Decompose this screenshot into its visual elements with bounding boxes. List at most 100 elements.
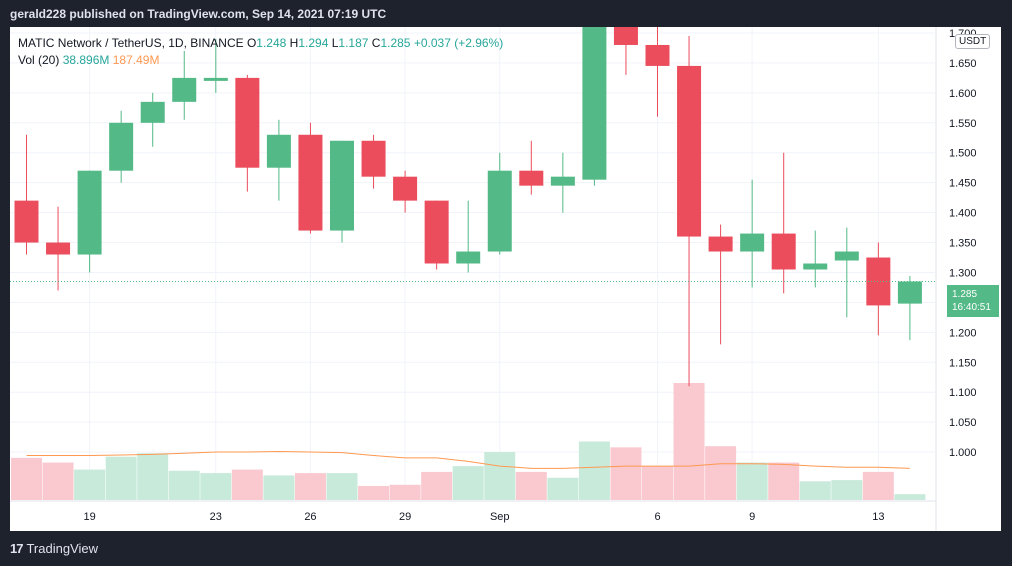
x-tick-label: 13 bbox=[872, 511, 884, 523]
candle-body bbox=[46, 242, 71, 255]
volume-bar bbox=[547, 477, 579, 500]
candle-body bbox=[330, 140, 354, 231]
y-tick-label: 1.350 bbox=[949, 238, 977, 250]
candle-body bbox=[771, 233, 796, 270]
high-value: 1.294 bbox=[298, 36, 329, 50]
close-value: 1.285 bbox=[380, 36, 411, 50]
x-tick-label: 23 bbox=[210, 511, 222, 523]
y-tick-label: 1.100 bbox=[949, 387, 977, 399]
y-tick-label: 1.450 bbox=[949, 178, 977, 190]
volume-bar bbox=[452, 466, 484, 500]
volume-ma-value: 187.49M bbox=[112, 53, 160, 67]
tradingview-logo-icon: 17 bbox=[10, 541, 24, 556]
candle-body bbox=[109, 122, 134, 171]
volume-bar bbox=[200, 473, 232, 500]
x-tick-label: 19 bbox=[83, 511, 95, 523]
volume-bar bbox=[736, 462, 768, 500]
volume-bar bbox=[610, 447, 642, 500]
candle-body bbox=[235, 77, 260, 168]
currency-button[interactable]: USDT bbox=[955, 34, 991, 49]
candle-body bbox=[550, 176, 575, 186]
symbol-label[interactable]: MATIC Network / TetherUS, 1D, BINANCE bbox=[18, 36, 244, 50]
candle-body bbox=[834, 251, 859, 261]
candle-body bbox=[456, 251, 481, 264]
candle-body bbox=[14, 200, 39, 243]
close-label: C bbox=[371, 36, 381, 50]
candle-body bbox=[424, 200, 449, 264]
volume-bar bbox=[515, 471, 547, 500]
candle-body bbox=[519, 170, 544, 186]
volume-bar bbox=[673, 383, 705, 500]
volume-bar bbox=[799, 481, 831, 500]
candle-body bbox=[613, 27, 638, 45]
volume-value: 38.896M bbox=[62, 53, 110, 67]
ohlc-legend: MATIC Network / TetherUS, 1D, BINANCE O1… bbox=[18, 35, 503, 52]
volume-bar bbox=[642, 466, 673, 500]
volume-bar bbox=[326, 473, 358, 500]
y-tick-label: 1.300 bbox=[949, 267, 977, 279]
candle-body bbox=[677, 65, 702, 237]
chart-panel[interactable]: 1.0001.0501.1001.1501.2001.2501.3001.350… bbox=[10, 27, 1001, 531]
volume-bar bbox=[862, 471, 894, 500]
volume-bar bbox=[768, 462, 800, 500]
candle-body bbox=[897, 281, 922, 304]
y-tick-label: 1.000 bbox=[949, 447, 977, 459]
x-tick-label: 26 bbox=[304, 511, 316, 523]
volume-bar bbox=[42, 462, 74, 500]
brand-name: TradingView bbox=[26, 541, 99, 556]
low-label: L bbox=[331, 36, 339, 50]
volume-bar bbox=[421, 471, 453, 500]
x-tick-label: 29 bbox=[399, 511, 411, 523]
y-tick-label: 1.050 bbox=[949, 417, 977, 429]
candle-body bbox=[361, 140, 386, 177]
low-value: 1.187 bbox=[338, 36, 369, 50]
candle-body bbox=[77, 170, 102, 255]
x-tick-label: 9 bbox=[749, 511, 755, 523]
last-price-value: 1.285 bbox=[952, 289, 978, 300]
volume-bar bbox=[294, 473, 326, 500]
volume-bar bbox=[231, 469, 263, 500]
volume-bar bbox=[137, 453, 169, 500]
volume-legend: Vol (20) 38.896M 187.49M bbox=[18, 52, 503, 69]
y-tick-label: 1.550 bbox=[949, 118, 977, 130]
candle-body bbox=[645, 44, 670, 66]
candle-body bbox=[582, 27, 607, 180]
change-value: +0.037 (+2.96%) bbox=[413, 36, 504, 50]
volume-bar bbox=[484, 452, 516, 500]
x-tick-label: 6 bbox=[654, 511, 660, 523]
volume-bar bbox=[168, 470, 200, 500]
volume-bar bbox=[105, 456, 137, 500]
volume-bar bbox=[263, 475, 295, 500]
high-label: H bbox=[289, 36, 299, 50]
candle-body bbox=[298, 134, 323, 231]
candles-group bbox=[14, 27, 922, 387]
candle-body bbox=[140, 101, 165, 123]
candle-body bbox=[803, 263, 828, 270]
last-price-tag: 1.285 16:40:51 bbox=[947, 285, 999, 317]
volume-bar bbox=[894, 494, 926, 500]
y-tick-label: 1.400 bbox=[949, 208, 977, 220]
candle-body bbox=[172, 77, 197, 102]
chart-legend: MATIC Network / TetherUS, 1D, BINANCE O1… bbox=[18, 35, 503, 69]
volume-bar bbox=[389, 484, 421, 500]
candlestick-chart[interactable]: 1.0001.0501.1001.1501.2001.2501.3001.350… bbox=[10, 27, 1001, 531]
candle-body bbox=[708, 236, 733, 252]
volume-bar bbox=[578, 441, 610, 500]
y-tick-label: 1.500 bbox=[949, 148, 977, 160]
y-tick-label: 1.650 bbox=[949, 58, 977, 70]
y-tick-label: 1.200 bbox=[949, 327, 977, 339]
volume-ma-line bbox=[26, 450, 910, 469]
volume-bar bbox=[358, 485, 390, 500]
candle-body bbox=[740, 233, 765, 252]
x-tick-label: Sep bbox=[490, 511, 510, 523]
candle-body bbox=[266, 134, 291, 168]
candle-body bbox=[393, 176, 418, 201]
y-tick-label: 1.600 bbox=[949, 88, 977, 100]
volume-bar bbox=[74, 469, 106, 500]
volume-bar bbox=[705, 446, 737, 500]
volume-bar bbox=[11, 457, 42, 500]
footer-branding[interactable]: 17 TradingView bbox=[10, 541, 98, 556]
volume-label[interactable]: Vol (20) bbox=[18, 53, 60, 67]
bar-countdown: 16:40:51 bbox=[952, 302, 991, 313]
y-tick-label: 1.150 bbox=[949, 357, 977, 369]
